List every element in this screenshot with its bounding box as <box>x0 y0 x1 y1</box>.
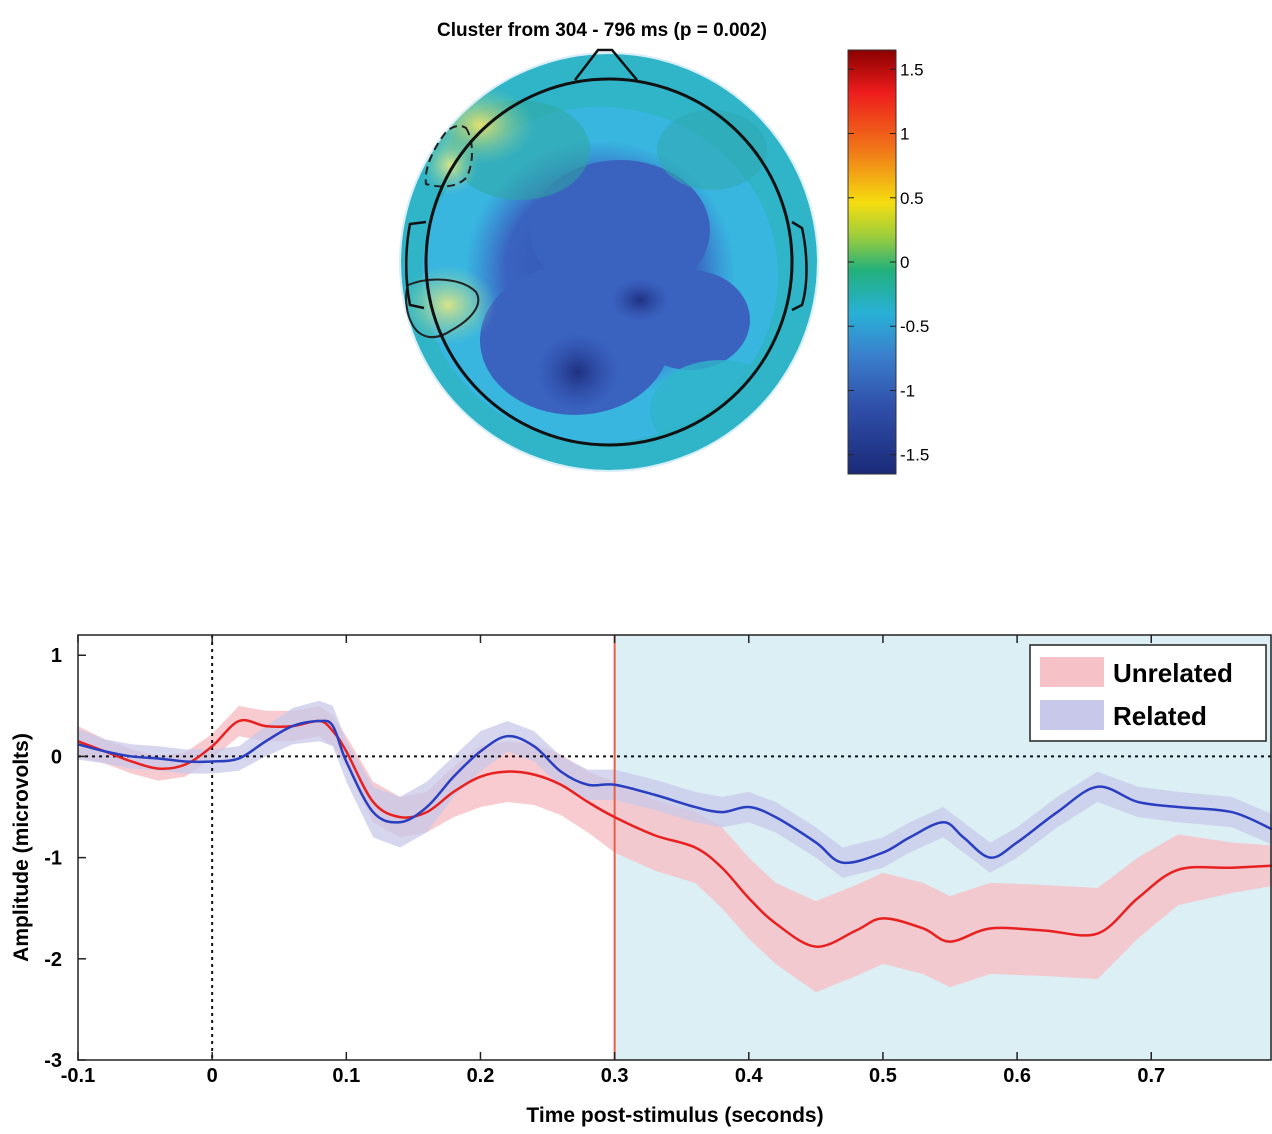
x-tick-label: 0.3 <box>601 1065 629 1087</box>
y-tick-label: -2 <box>44 949 62 971</box>
right-ear-shape <box>791 220 808 312</box>
series-line-unrelated <box>77 718 1272 948</box>
legend-swatch-unrelated <box>1040 657 1104 687</box>
plot-frame <box>77 634 1272 1061</box>
y-tick-label: -3 <box>44 1050 62 1072</box>
confidence-band-unrelated <box>78 705 1272 993</box>
y-tick-label: 0 <box>51 746 62 768</box>
colorbar-tick-label: 0.5 <box>900 189 924 208</box>
confidence-bands <box>78 700 1272 993</box>
colorbar-tick-label: 1.5 <box>900 60 924 79</box>
cluster-outline-left-frontal <box>424 124 473 188</box>
waveform-panel: -0.1 0 0.1 0.2 0.3 0.4 0.5 0.6 0.7 1 0 -1 -2 -3 Time … <box>0 560 1272 1129</box>
y-tick-label: 1 <box>51 645 62 667</box>
head-outline <box>424 77 794 447</box>
confidence-band-related <box>78 700 1272 878</box>
nose-shape <box>574 48 638 81</box>
colorbar-tick-label: -1.5 <box>900 446 929 465</box>
x-tick-label: 0.4 <box>735 1065 764 1087</box>
colorbar <box>847 49 897 475</box>
series-line-related <box>77 719 1272 865</box>
series-lines <box>77 718 1272 948</box>
topography-panel: Cluster from 304 - 796 ms (p = 0.002) <box>0 0 1272 500</box>
topography-title: Cluster from 304 - 796 ms (p = 0.002) <box>437 20 767 41</box>
x-tick-label: -0.1 <box>61 1065 95 1087</box>
cluster-outline-left-temporal <box>405 278 480 338</box>
legend-label-unrelated: Unrelated <box>1113 658 1233 688</box>
legend-label-related: Related <box>1113 701 1207 731</box>
x-tick-label: 0.7 <box>1137 1065 1165 1087</box>
x-tick-label: 0.6 <box>1003 1065 1031 1087</box>
left-ear-shape <box>405 220 427 310</box>
legend-swatch-related <box>1040 700 1104 730</box>
x-tick-label: 0.5 <box>869 1065 897 1087</box>
axis-ticks: -0.1 0 0.1 0.2 0.3 0.4 0.5 0.6 0.7 1 0 -1 -2 -3 <box>44 635 1165 1087</box>
x-axis-label: Time post-stimulus (seconds) <box>526 1104 823 1127</box>
x-tick-label: 0 <box>207 1065 218 1087</box>
y-axis-label: Amplitude (microvolts) <box>10 733 33 962</box>
colorbar-tick-label: 0 <box>900 253 909 272</box>
x-tick-label: 0.1 <box>332 1065 360 1087</box>
colorbar-ticks: 1.5 1 0.5 0 -0.5 -1 -1.5 <box>848 60 929 465</box>
waveform-svg: -0.1 0 0.1 0.2 0.3 0.4 0.5 0.6 0.7 1 0 -1 -2 -3 Time … <box>10 634 1272 1127</box>
colorbar-tick-label: -1 <box>900 381 915 400</box>
x-tick-label: 0.2 <box>467 1065 495 1087</box>
topography-svg: Cluster from 304 - 796 ms (p = 0.002) <box>399 20 929 475</box>
colorbar-tick-label: -0.5 <box>900 317 929 336</box>
colorbar-tick-label: 1 <box>900 125 909 144</box>
y-tick-label: -1 <box>44 848 62 870</box>
legend: Unrelated Related <box>1029 644 1267 742</box>
scalp-map <box>401 54 817 470</box>
